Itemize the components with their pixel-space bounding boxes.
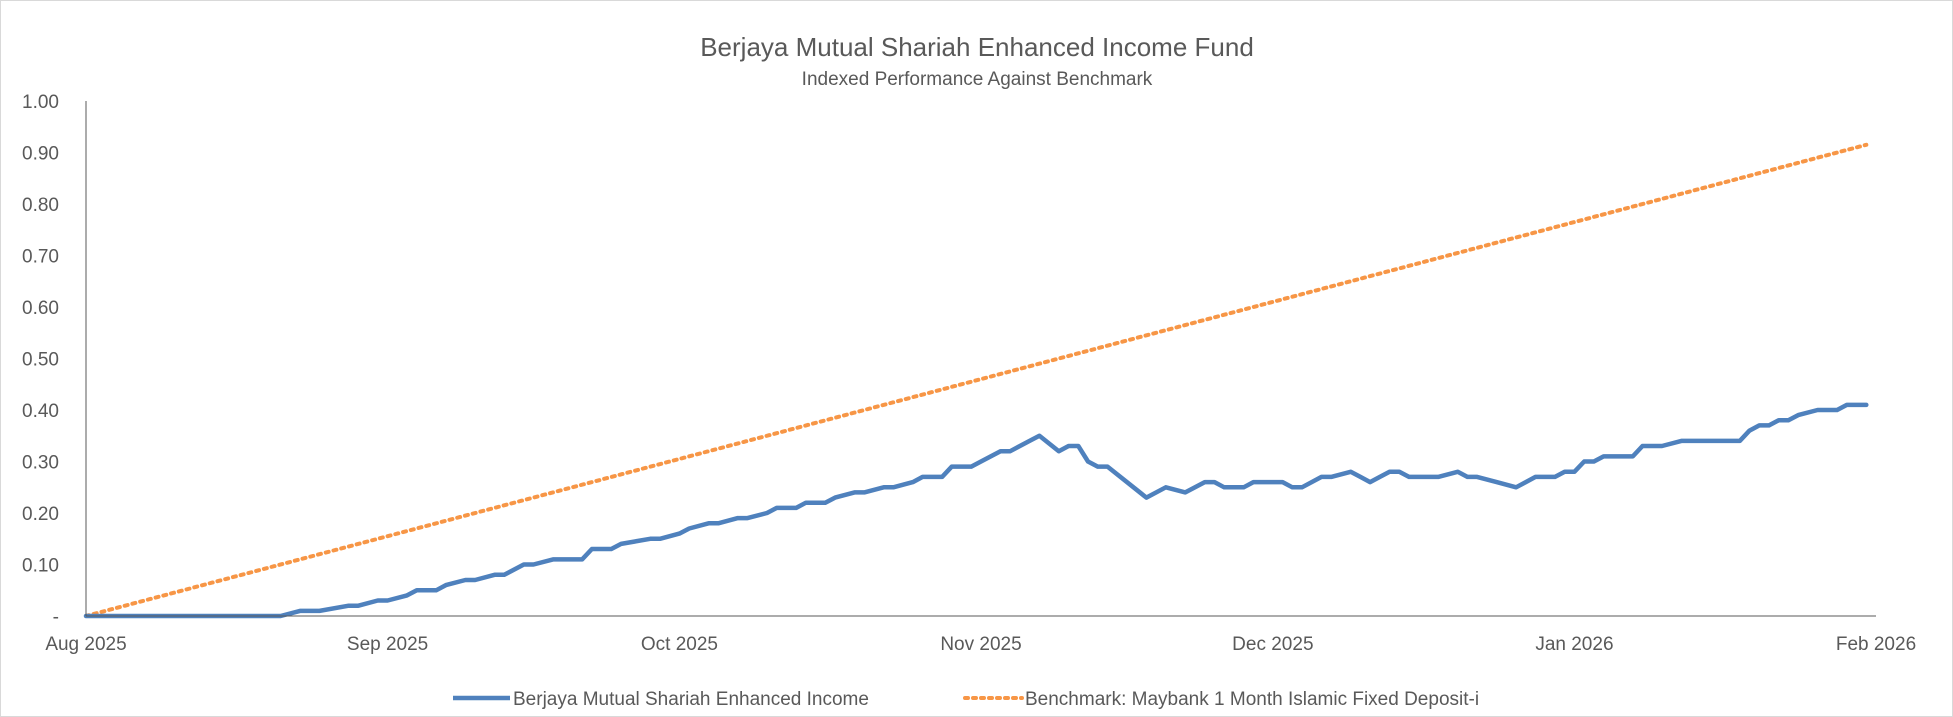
y-tick-label: 0.50: [22, 350, 59, 371]
y-tick-label: 0.90: [22, 144, 59, 165]
benchmark-series-line: [84, 142, 1869, 618]
x-tick-label: Dec 2025: [1232, 634, 1313, 655]
y-tick-label: 1.00: [22, 92, 59, 113]
y-tick-label: -: [53, 607, 59, 628]
y-tick-label: 0.70: [22, 247, 59, 268]
legend-label-benchmark: Benchmark: Maybank 1 Month Islamic Fixed…: [1025, 689, 1479, 710]
x-axis-ticks: Aug 2025 Sep 2025 Oct 2025 Nov 2025 Dec 2025…: [45, 634, 1916, 655]
y-axis-ticks: - 0.10 0.20 0.30 0.40 0.50 0.60 0.70 0.80 0.90 1.0…: [22, 92, 59, 628]
y-tick-label: 0.60: [22, 298, 59, 319]
legend: Berjaya Mutual Shariah Enhanced Income Be…: [453, 689, 1479, 710]
fund-series-line: [83, 402, 1869, 619]
series-layer: [83, 142, 1869, 619]
y-tick-label: 0.10: [22, 556, 59, 577]
x-tick-label: Jan 2026: [1535, 634, 1613, 655]
y-tick-label: 0.40: [22, 401, 59, 422]
y-tick-label: 0.80: [22, 195, 59, 216]
legend-label-fund: Berjaya Mutual Shariah Enhanced Income: [513, 689, 869, 710]
x-tick-label: Oct 2025: [641, 634, 718, 655]
x-tick-label: Feb 2026: [1836, 634, 1916, 655]
chart-subtitle: Indexed Performance Against Benchmark: [802, 69, 1153, 90]
chart-title: Berjaya Mutual Shariah Enhanced Income F…: [700, 32, 1254, 62]
x-tick-label: Sep 2025: [347, 634, 428, 655]
y-tick-label: 0.20: [22, 504, 59, 525]
x-tick-label: Nov 2025: [940, 634, 1021, 655]
y-tick-label: 0.30: [22, 453, 59, 474]
x-tick-label: Aug 2025: [45, 634, 126, 655]
